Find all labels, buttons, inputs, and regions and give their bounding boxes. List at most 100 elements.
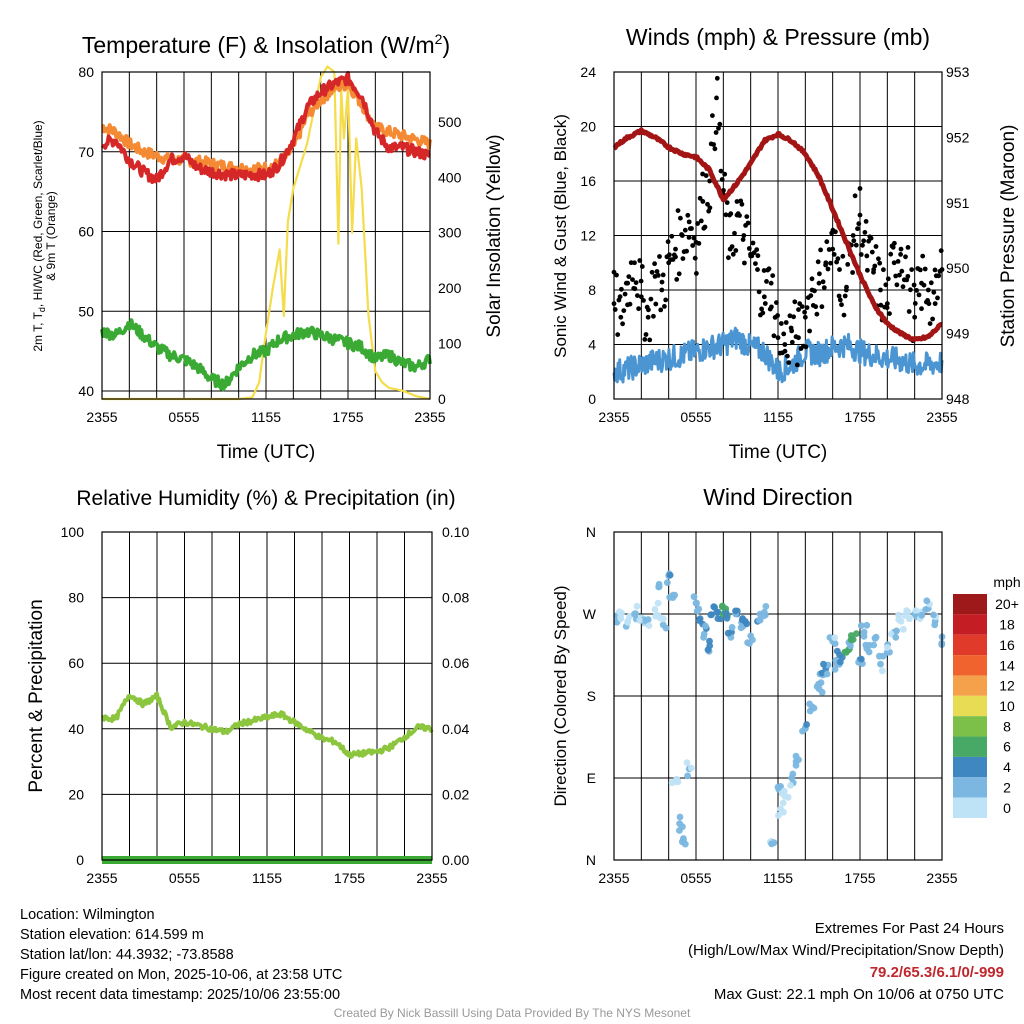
y2-tick-label: 0.02 [442, 786, 469, 802]
gust-point [635, 293, 640, 298]
temp-y-label: 2m T, Td, HI/WC (Red, Green, Scarlet/Blu… [31, 120, 58, 351]
gust-point [727, 246, 733, 252]
gust-point [894, 282, 900, 288]
direction-point [803, 721, 810, 728]
wind-x-ticks: 2355 0555 1155 1755 2355 [598, 409, 957, 425]
gust-point [730, 251, 736, 257]
gust-point [878, 302, 884, 308]
gust-point [850, 233, 856, 238]
y-tick-label: 20 [68, 786, 84, 802]
colorbar-label: 2 [1003, 779, 1011, 795]
colorbar-label: 18 [999, 617, 1015, 633]
wind-y-ticks: 0 4 8 12 16 20 24 [580, 64, 596, 407]
gust-point [689, 226, 694, 231]
direction-point [706, 637, 713, 645]
direction-point [700, 634, 707, 641]
direction-point [853, 630, 860, 637]
direction-point [789, 770, 797, 778]
gust-point [739, 201, 745, 207]
gust-point [761, 268, 767, 273]
direction-point [831, 666, 839, 673]
direction-point [893, 627, 900, 635]
colorbar-swatch [953, 614, 987, 635]
recent-timestamp: Most recent data timestamp: 2025/10/06 2… [20, 987, 341, 1003]
direction-point [654, 599, 662, 607]
direction-point [693, 607, 701, 615]
gust-point [647, 337, 653, 343]
gust-point [818, 247, 823, 253]
colorbar-swatch [953, 675, 987, 696]
gust-point [919, 306, 924, 312]
gust-point [813, 304, 819, 310]
gust-point [836, 293, 842, 299]
gust-point [669, 233, 675, 239]
x-tick-label: 0555 [168, 409, 199, 425]
gust-point [824, 239, 830, 245]
y2-tick-label: 0.10 [442, 524, 469, 540]
station-info: Location: Wilmington Station elevation: … [20, 905, 342, 1005]
gust-point [694, 271, 699, 276]
gust-point [862, 230, 868, 235]
gust-point [796, 335, 801, 341]
dir-grid [614, 532, 942, 860]
gust-point [861, 238, 867, 244]
y-tick-label: E [587, 770, 596, 786]
y-tick-label: 50 [78, 303, 94, 319]
colorbar-label: 14 [999, 657, 1015, 673]
gust-point [768, 280, 774, 286]
direction-point [668, 779, 676, 787]
direction-point [645, 622, 653, 629]
gust-point [930, 316, 935, 322]
wind-plot-frame [613, 71, 943, 400]
direction-point [817, 679, 825, 687]
x-tick-label: 1755 [844, 870, 875, 886]
direction-point [749, 636, 756, 644]
gust-point [617, 294, 623, 300]
gust-point [685, 212, 691, 218]
direction-point [818, 688, 826, 696]
gust-point [745, 220, 751, 226]
gust-point [887, 311, 892, 316]
x-tick-label: 2355 [598, 870, 629, 886]
dir-y-ticks: N E S W N [583, 524, 597, 868]
y-tick-label: 0 [76, 852, 84, 868]
gust-point [762, 301, 768, 306]
gust-point [919, 280, 924, 286]
temp-y2-label: Solar Insolation (Yellow) [484, 134, 505, 337]
direction-point [683, 759, 691, 766]
direction-point [666, 571, 674, 579]
gust-point [638, 294, 644, 300]
direction-point [666, 593, 674, 601]
gust-point [840, 253, 846, 259]
colorbar-label: 6 [1003, 739, 1011, 755]
gust-point [885, 276, 891, 282]
y2-tick-label: 952 [946, 129, 970, 145]
temp-title: Temperature (F) & Insolation (W/m2) [82, 31, 450, 58]
direction-point [680, 835, 687, 842]
series-line-2m-t-red- [100, 70, 431, 184]
direction-point [792, 752, 800, 760]
gust-point [746, 246, 752, 251]
temp-y-ticks: 40 50 60 70 80 [78, 64, 94, 399]
gust-point [717, 121, 723, 127]
colorbar-swatch [953, 756, 987, 778]
gust-point [653, 301, 659, 307]
direction-point [756, 616, 764, 624]
gust-point [766, 266, 772, 272]
colorbar-swatch [953, 797, 987, 818]
colorbar-label: 4 [1003, 759, 1011, 775]
colorbar: 20+ 18 16 14 12 10 8 6 4 2 0 [953, 594, 1019, 818]
gust-point [728, 211, 734, 217]
gust-point [698, 218, 704, 224]
direction-point [704, 646, 712, 654]
direction-point [799, 727, 806, 735]
gust-point [792, 299, 798, 305]
direction-point [760, 612, 768, 620]
direction-point [762, 603, 770, 610]
direction-point [877, 660, 884, 668]
gust-point [891, 260, 897, 266]
gust-point [620, 321, 625, 327]
direction-point [728, 624, 736, 631]
x-tick-label: 2355 [414, 409, 445, 425]
x-tick-label: 2355 [926, 870, 957, 886]
